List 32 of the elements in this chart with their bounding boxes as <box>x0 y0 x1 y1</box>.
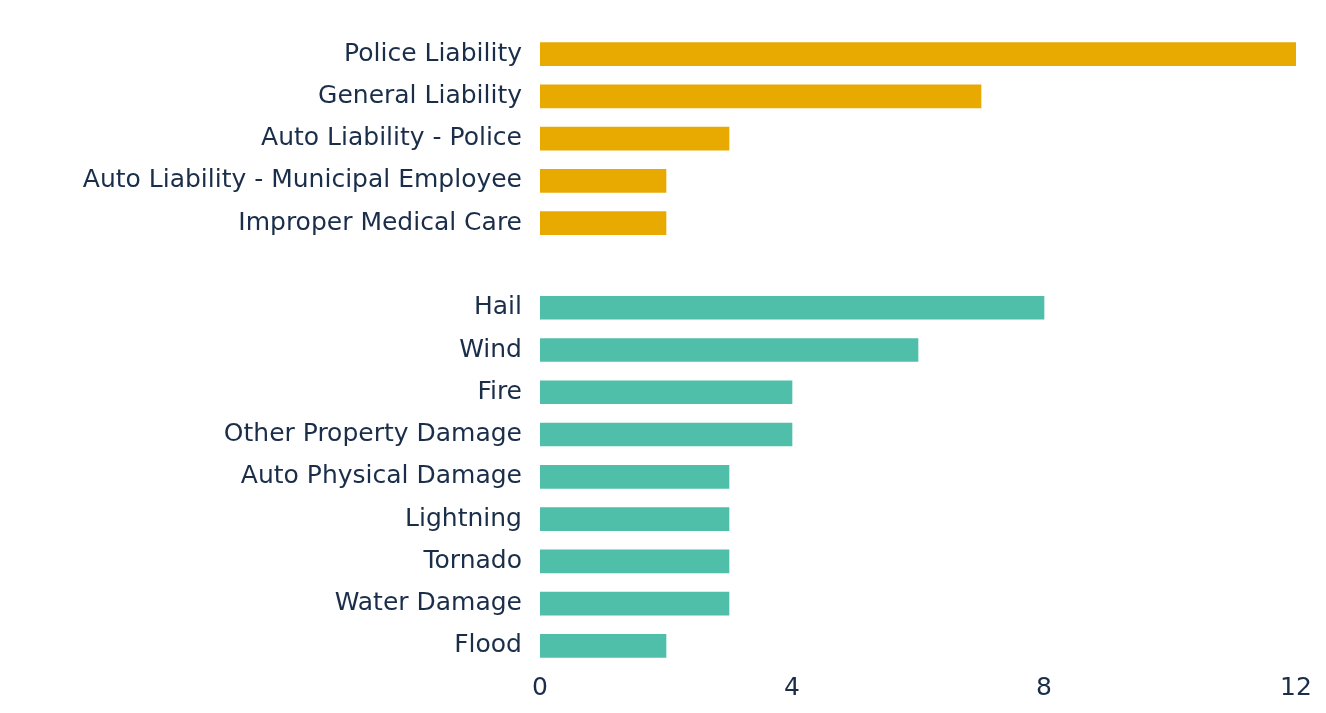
bar <box>540 295 1045 320</box>
bar <box>540 169 667 193</box>
y-tick-label: Lightning <box>405 502 522 532</box>
bar <box>540 338 919 362</box>
y-tick-label: General Liability <box>318 79 523 109</box>
y-tick-label: Other Property Damage <box>223 418 522 448</box>
y-tick-label: Fire <box>477 375 522 405</box>
y-tick-label: Flood <box>454 629 522 659</box>
bar <box>540 42 1296 66</box>
y-tick-label: Police Liability <box>344 37 523 67</box>
y-tick-label: Hail <box>473 291 522 321</box>
y-tick-label: Wind <box>459 333 522 363</box>
y-tick-label: Auto Physical Damage <box>240 460 522 490</box>
bar <box>540 591 730 616</box>
bar <box>540 549 730 574</box>
y-tick-label: Improper Medical Care <box>238 206 522 236</box>
bar <box>540 84 982 109</box>
bar <box>540 507 730 531</box>
x-tick-label: 12 <box>1280 671 1312 701</box>
bar <box>540 634 667 658</box>
bar <box>540 380 793 405</box>
bar <box>540 464 730 489</box>
x-tick-label: 8 <box>1036 671 1052 701</box>
x-tick-label: 4 <box>784 671 800 701</box>
bar <box>540 126 730 151</box>
y-tick-label: Auto Liability - Police <box>261 122 522 152</box>
bar <box>540 211 667 236</box>
y-tick-label: Tornado <box>422 544 522 574</box>
x-tick-label: 0 <box>532 671 548 701</box>
y-tick-label: Water Damage <box>334 587 522 617</box>
y-tick-label: Auto Liability - Municipal Employee <box>82 164 522 194</box>
bar <box>540 422 793 447</box>
